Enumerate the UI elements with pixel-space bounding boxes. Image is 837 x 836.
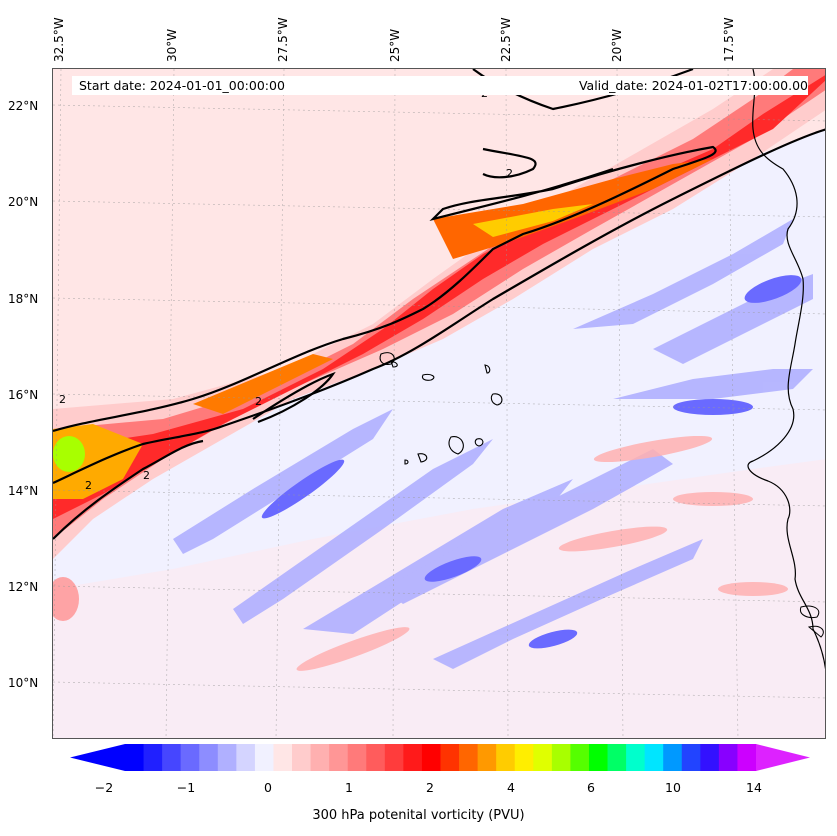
positive-pv-streaks-south — [53, 435, 788, 671]
colorbar-cell — [347, 744, 367, 771]
colorbar-cell — [496, 744, 516, 771]
colorbar-cell — [588, 744, 609, 771]
colorbar-min-arrow — [70, 744, 125, 771]
colorbar-cell — [700, 744, 720, 771]
lat-label-12n: 12°N — [8, 580, 39, 594]
africa-coastline — [747, 69, 825, 670]
colorbar — [70, 744, 810, 771]
colorbar-tick: 1 — [345, 780, 353, 795]
colorbar-cell — [329, 744, 349, 771]
lon-label-30w: 30°W — [165, 28, 179, 62]
pv-field-svg: 2 2 2 2 2 2 — [53, 69, 825, 738]
colorbar-tick: 14 — [746, 780, 762, 795]
colorbar-cell — [403, 744, 423, 771]
colorbar-cell — [125, 744, 145, 771]
pv-map: 2 2 2 2 2 2 — [52, 68, 826, 739]
lon-label-25w: 25°W — [388, 28, 402, 62]
colorbar-label: 300 hPa potenital vorticity (PVU) — [312, 808, 525, 823]
lon-label-27-5w: 27.5°W — [276, 17, 290, 62]
lat-label-18n: 18°N — [8, 292, 39, 306]
colorbar-tick: −2 — [94, 780, 114, 795]
colorbar-tick: 10 — [665, 780, 681, 795]
colorbar-cell — [533, 744, 553, 771]
contour-label: 2 — [506, 167, 513, 180]
lat-label-16n: 16°N — [8, 388, 39, 402]
colorbar-cell — [551, 744, 571, 771]
colorbar-cell — [236, 744, 256, 771]
header-box — [72, 76, 808, 95]
colorbar-cell — [143, 744, 163, 771]
pv-core-yellow — [473, 204, 593, 237]
colorbar-cell — [180, 744, 200, 771]
colorbar-cell — [440, 744, 460, 771]
colorbar-cell — [273, 744, 293, 771]
colorbar-cells — [125, 744, 757, 771]
cape-verde-islands — [379, 352, 503, 465]
colorbar-cell — [607, 744, 627, 771]
colorbar-tick: 2 — [426, 780, 434, 795]
colorbar-cell — [217, 744, 237, 771]
colorbar-cell — [421, 744, 441, 771]
colorbar-cell — [384, 744, 404, 771]
colorbar-cell — [366, 744, 386, 771]
colorbar-tick: 6 — [587, 780, 595, 795]
valid-date-label: Valid_date: 2024-01-02T17:00:00.00 — [578, 78, 808, 93]
lat-label-22n: 22°N — [8, 99, 39, 113]
coastal-islands — [799, 605, 824, 638]
contour-label: 2 — [255, 395, 262, 408]
colorbar-cell — [681, 744, 701, 771]
start-date-label: Start date: 2024-01-01_00:00:00 — [79, 78, 285, 93]
colorbar-max-arrow — [756, 744, 810, 771]
contour-label: 2 — [85, 479, 92, 492]
colorbar-tick: −1 — [176, 780, 196, 795]
colorbar-cell — [162, 744, 182, 771]
colorbar-cell — [626, 744, 646, 771]
lat-label-10n: 10°N — [8, 676, 39, 690]
pv-core-green — [53, 436, 85, 472]
colorbar-cell — [514, 744, 534, 771]
lon-label-17-5w: 17.5°W — [722, 17, 736, 62]
lon-label-22-5w: 22.5°W — [499, 17, 513, 62]
colorbar-cell — [737, 744, 757, 771]
colorbar-cell — [718, 744, 738, 771]
colorbar-cell — [292, 744, 312, 771]
negative-pv-cores — [261, 275, 802, 649]
colorbar-cell — [254, 744, 274, 771]
lon-label-32-5w: 32.5°W — [52, 17, 66, 62]
colorbar-cell — [663, 744, 683, 771]
colorbar-cell — [199, 744, 219, 771]
colorbar-tick: 4 — [507, 780, 515, 795]
colorbar-tick: 0 — [264, 780, 272, 795]
colorbar-cell — [310, 744, 330, 771]
lat-label-20n: 20°N — [8, 195, 39, 209]
lon-label-20w: 20°W — [610, 28, 624, 62]
lat-label-14n: 14°N — [8, 484, 39, 498]
pv-core-orange-west — [193, 354, 333, 414]
contour-label: 2 — [143, 469, 150, 482]
colorbar-cell — [459, 744, 479, 771]
colorbar-cell — [477, 744, 497, 771]
colorbar-cell — [644, 744, 664, 771]
colorbar-cell — [570, 744, 590, 771]
contour-label: 2 — [59, 393, 66, 406]
